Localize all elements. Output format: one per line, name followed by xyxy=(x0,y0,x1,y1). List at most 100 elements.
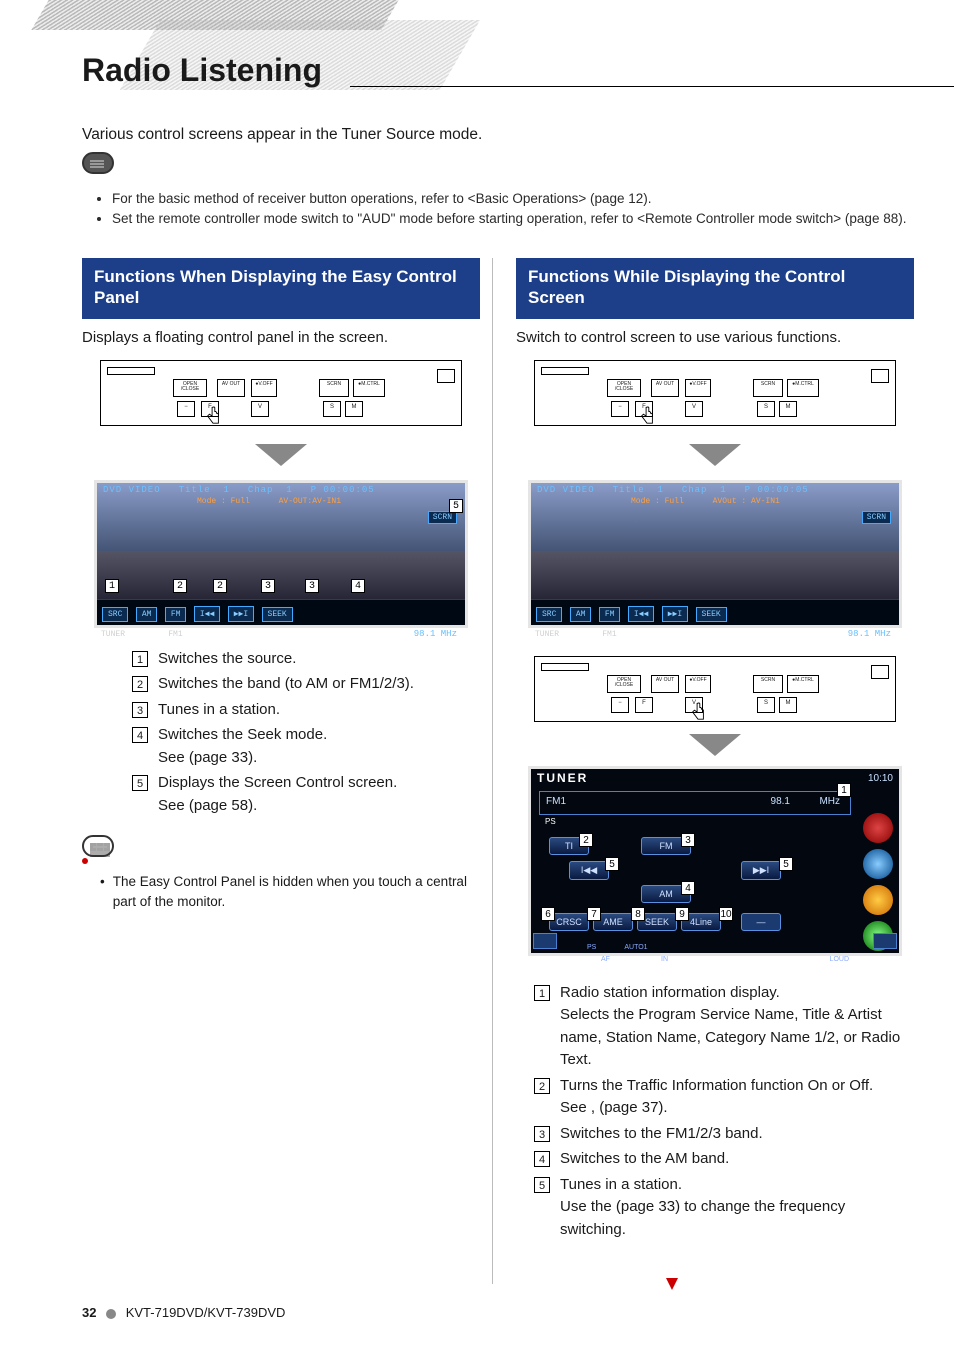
list-item: 3Tunes in a station. xyxy=(132,699,480,722)
prev-button: I◀◀ xyxy=(194,606,220,622)
fp-avout-btn: AV OUT xyxy=(217,379,245,397)
list-number-box: 4 xyxy=(534,1151,550,1167)
list-number-box: 5 xyxy=(534,1177,550,1193)
list-number-box: 3 xyxy=(534,1126,550,1142)
r-callout-2: 2 xyxy=(579,833,593,847)
list-item-text: Switches to the FM1/2/3 band. xyxy=(560,1123,914,1146)
tuner-time: 10:10 xyxy=(868,773,893,784)
right-section-header: Functions While Displaying the Control S… xyxy=(516,258,914,319)
r-callout-5b: 5 xyxy=(779,857,793,871)
intro-notes-list: For the basic method of receiver button … xyxy=(82,189,914,228)
title-rule xyxy=(350,86,954,87)
list-item-text: Displays the Screen Control screen.See (… xyxy=(158,772,480,817)
freq-label: 98.1 MHz xyxy=(414,629,457,639)
list-item-text: Switches to the AM band. xyxy=(560,1148,914,1171)
right-column: Functions While Displaying the Control S… xyxy=(516,258,914,1264)
page-number: 32 xyxy=(82,1305,96,1320)
minus-button: — xyxy=(741,913,781,931)
dvd-src: DVD VIDEO xyxy=(103,485,161,495)
fp-mctrl-btn: ●M.CTRL xyxy=(353,379,385,397)
fp-scrn-btn: SCRN xyxy=(319,379,349,397)
list-item-text: Switches the source. xyxy=(158,648,480,671)
fp-open-btn: OPEN /CLOSE xyxy=(173,379,207,397)
r-callout-8: 8 xyxy=(631,907,645,921)
right-numbered-list: 1Radio station information display.Selec… xyxy=(534,982,914,1242)
tuner-title: TUNER xyxy=(537,771,588,785)
page-footer: 32 KVT-719DVD/KVT-739DVD xyxy=(82,1305,285,1320)
left-numbered-list: 1 Switches the source. 2 Switches the band … xyxy=(132,648,480,818)
pointing-hand-icon-r2 xyxy=(689,701,707,723)
list-item-text: Switches the band (to AM or FM1/2/3). xyxy=(158,673,480,696)
list-number-box: 4 xyxy=(132,727,148,743)
intro-text: Various control screens appear in the Tu… xyxy=(82,126,914,144)
callout-1: 1 xyxy=(105,579,119,593)
faceplate-diagram: OPEN /CLOSE AV OUT ●V.OFF SCRN ●M.CTRL −… xyxy=(100,360,462,426)
callout-3a: 3 xyxy=(261,579,275,593)
r-callout-10: 10 xyxy=(719,907,733,921)
r-callout-5a: 5 xyxy=(605,857,619,871)
footer-model: KVT-719DVD/KVT-739DVD xyxy=(126,1305,286,1320)
next-button: ▶▶I xyxy=(228,606,254,622)
list-item: 1Radio station information display.Selec… xyxy=(534,982,914,1072)
tuner-control-screenshot: TUNER 10:10 FM1 98.1 MHz PS TI FM I◀◀ ▶▶… xyxy=(528,766,902,956)
red-continue-arrow xyxy=(666,1278,678,1290)
fp-voff-btn: ●V.OFF xyxy=(251,379,277,397)
r-callout-4: 4 xyxy=(681,881,695,895)
list-number-box: 1 xyxy=(534,985,550,1001)
red-marker-dot xyxy=(82,858,88,864)
side-icon-3 xyxy=(863,885,893,915)
down-arrow-r2 xyxy=(689,734,741,756)
r-callout-9: 9 xyxy=(675,907,689,921)
list-item-text: Turns the Traffic Information function O… xyxy=(560,1075,914,1120)
list-item: 4 Switches the Seek mode.See (page 33). xyxy=(132,724,480,769)
list-item-text: Tunes in a station.Use the (page 33) to … xyxy=(560,1174,914,1242)
callout-3b: 3 xyxy=(305,579,319,593)
list-item: 2 Turns the Traffic Information function … xyxy=(534,1075,914,1120)
page-title: Radio Listening xyxy=(82,52,322,89)
left-section-lead: Displays a floating control panel in the… xyxy=(82,329,480,346)
left-section-header: Functions When Displaying the Easy Contr… xyxy=(82,258,480,319)
fm-button: FM xyxy=(165,607,187,622)
prev-station-button: I◀◀ xyxy=(569,861,609,880)
r-callout-7: 7 xyxy=(587,907,601,921)
right-section-lead: Switch to control screen to use various … xyxy=(516,329,914,346)
seek-button: SEEK xyxy=(262,607,293,622)
list-number-box: 2 xyxy=(132,676,148,692)
list-item-text: Switches the Seek mode.See (page 33). xyxy=(158,724,480,769)
list-number-box: 2 xyxy=(534,1078,550,1094)
list-item: 5 Displays the Screen Control screen.See … xyxy=(132,772,480,817)
fp-m-btn: M xyxy=(345,401,363,417)
control-panel-screenshot: DVD VIDEO Title 1 Chap 1 P 00:00:05 Mode… xyxy=(528,480,902,628)
faceplate-diagram-r1: OPEN /CLOSE AV OUT ●V.OFF SCRN ●M.CTRL −… xyxy=(534,360,896,426)
callout-2b: 2 xyxy=(213,579,227,593)
callout-5: 5 xyxy=(449,499,463,513)
tuner-info-display: FM1 98.1 MHz xyxy=(539,791,851,815)
list-number-box: 3 xyxy=(132,702,148,718)
road-image xyxy=(97,551,465,603)
tuner-label: TUNER FM1 xyxy=(101,630,183,639)
fp-s-btn: S xyxy=(323,401,341,417)
r-callout-1: 1 xyxy=(837,783,851,797)
footer-bullet-icon xyxy=(106,1309,116,1319)
src-button: SRC xyxy=(102,607,128,622)
callout-2a: 2 xyxy=(173,579,187,593)
pointing-hand-icon xyxy=(204,405,222,427)
am-button: AM xyxy=(136,607,158,622)
left-column: Functions When Displaying the Easy Contr… xyxy=(82,258,480,1264)
left-subnote: The Easy Control Panel is hidden when yo… xyxy=(100,872,480,911)
side-icon-2 xyxy=(863,849,893,879)
crsc-button: CRSC xyxy=(549,913,589,931)
list-item: 2 Switches the band (to AM or FM1/2/3). xyxy=(132,673,480,696)
down-arrow-icon xyxy=(255,444,307,466)
side-icon-1 xyxy=(863,813,893,843)
note-icon xyxy=(82,152,114,174)
r-callout-3: 3 xyxy=(681,833,695,847)
list-number-box: 5 xyxy=(132,775,148,791)
faceplate-diagram-r2: OPEN /CLOSE AV OUT ●V.OFF SCRN ●M.CTRL −… xyxy=(534,656,896,722)
fp-minus-btn: − xyxy=(177,401,195,417)
fp-eject-icon xyxy=(437,369,455,383)
fp-v-btn: V xyxy=(251,401,269,417)
list-number-box: 1 xyxy=(132,651,148,667)
tip-icon xyxy=(82,835,114,857)
down-arrow-r1 xyxy=(689,444,741,466)
